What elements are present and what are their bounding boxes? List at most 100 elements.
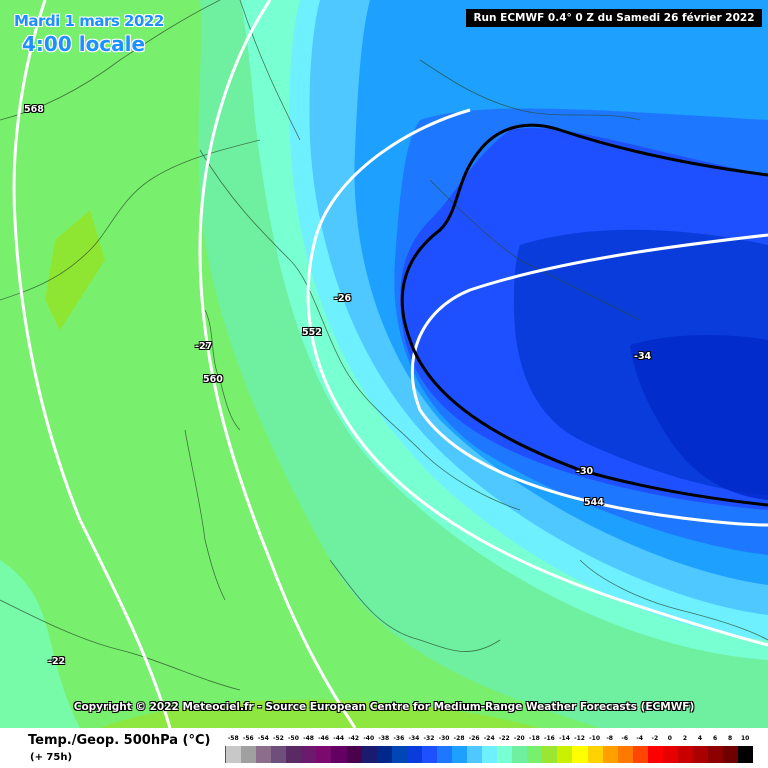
forecast-date: Mardi 1 mars 2022 [14,12,164,30]
scale-swatch [677,746,693,763]
scale-swatch [226,746,242,763]
scale-label: -6 [621,735,629,742]
scale-swatch [557,746,573,763]
legend-bar: Temp./Geop. 500hPa (°C) (+ 75h) -58 -56 -5… [0,728,768,768]
scale-swatch [482,746,498,763]
scale-swatch [421,746,437,763]
scale-swatch [602,746,618,763]
scale-label: -28 [453,735,465,742]
scale-label: -12 [574,735,585,742]
scale-swatch [662,746,678,763]
scale-swatch [587,746,603,763]
scale-swatch [451,746,467,763]
temp-band-minus-16-south [100,699,540,728]
color-scale: -58 -56 -54 -52 -50 -48 -46 -44 -42 -40 -38 -36 -34-… [225,735,754,765]
scale-label: -44 [333,735,345,742]
scale-swatch [391,746,407,763]
scale-label: -56 [242,735,254,742]
border-lines [0,0,768,691]
legend-lead-time: (+ 75h) [30,752,73,763]
scale-swatch [361,746,377,763]
scale-label: -20 [513,735,525,742]
scale-label: -48 [303,735,314,742]
scale-swatch [241,746,257,763]
run-banner: Run ECMWF 0.4° 0 Z du Samedi 26 février … [466,9,762,27]
scale-swatch [301,746,317,763]
scale-label: -40 [363,735,375,742]
scale-swatch [512,746,528,763]
scale-label: -32 [423,735,435,742]
temp-band-minus-16-patch [45,210,105,330]
contour-560 [198,0,357,728]
color-scale-labels: -58 -56 -54 -52 -50 -48 -46 -44 -42 -40 -38 -36 -34-… [225,735,752,745]
scale-label: -8 [606,735,613,742]
color-scale-swatches [225,746,754,763]
forecast-time: 4:00 locale [22,32,146,56]
temp-band-minus-22-sw [0,560,80,728]
scale-label: -38 [378,735,390,742]
scale-label: -22 [498,735,510,742]
scale-label: -50 [288,735,299,742]
contour-552 [306,108,768,647]
forecast-map: Mardi 1 mars 2022 4:00 locale Run ECMWF … [0,0,768,728]
scale-label: -10 [589,735,601,742]
scale-swatch [316,746,332,763]
scale-swatch [617,746,633,763]
scale-swatch [346,746,362,763]
scale-label: -54 [257,735,269,742]
scale-label: -16 [544,735,555,742]
label-geo-552: 552 [302,327,322,338]
scale-swatch [647,746,663,763]
scale-label: 10 [740,735,750,742]
scale-swatch [572,746,588,763]
scale-label: 2 [682,735,688,742]
contour-568 [12,0,172,728]
label-geo-544: 544 [584,497,604,508]
scale-swatch [376,746,392,763]
copyright-notice: Copyright © 2022 Meteociel.fr - Source E… [73,701,695,713]
geopotential-contours [12,0,768,728]
isotherm-minus-30 [400,123,768,507]
label-temp-minus-26: -26 [334,293,352,304]
scale-swatch [271,746,287,763]
label-temp-minus-22: -22 [48,656,66,667]
scale-swatch [723,746,739,763]
scale-swatch [467,746,483,763]
scale-swatch [436,746,452,763]
scale-label: -36 [393,735,405,742]
scale-swatch [542,746,558,763]
scale-label: -42 [348,735,360,742]
scale-label: -26 [468,735,480,742]
scale-label: -52 [272,735,284,742]
scale-swatch [497,746,513,763]
scale-label: -30 [438,735,450,742]
scale-label: -46 [318,735,329,742]
scale-label: -14 [559,735,570,742]
scale-swatch [286,746,302,763]
scale-label: -24 [483,735,495,742]
scale-swatch [331,746,347,763]
temp-band-minus-36 [630,335,768,500]
label-geo-568: 568 [24,104,44,115]
scale-swatch [692,746,708,763]
label-geo-560: 560 [203,374,223,385]
label-temp-minus-27: -27 [195,341,213,352]
scale-label: 6 [712,735,718,742]
label-temp-minus-34: -34 [634,351,652,362]
contour-544 [410,233,768,527]
scale-label: 8 [728,735,733,742]
scale-swatch [708,746,724,763]
scale-label: -2 [651,735,659,742]
scale-label: -4 [636,735,644,742]
scale-label: -18 [528,735,540,742]
scale-swatch [256,746,272,763]
scale-label: 4 [697,735,703,742]
scale-swatch [527,746,543,763]
scale-label: -34 [408,735,420,742]
scale-swatch [632,746,648,763]
label-temp-minus-30: -30 [576,466,594,477]
scale-swatch [738,746,754,763]
temperature-field [0,0,768,728]
scale-label: 0 [667,735,672,742]
scale-label: -58 [227,735,239,742]
